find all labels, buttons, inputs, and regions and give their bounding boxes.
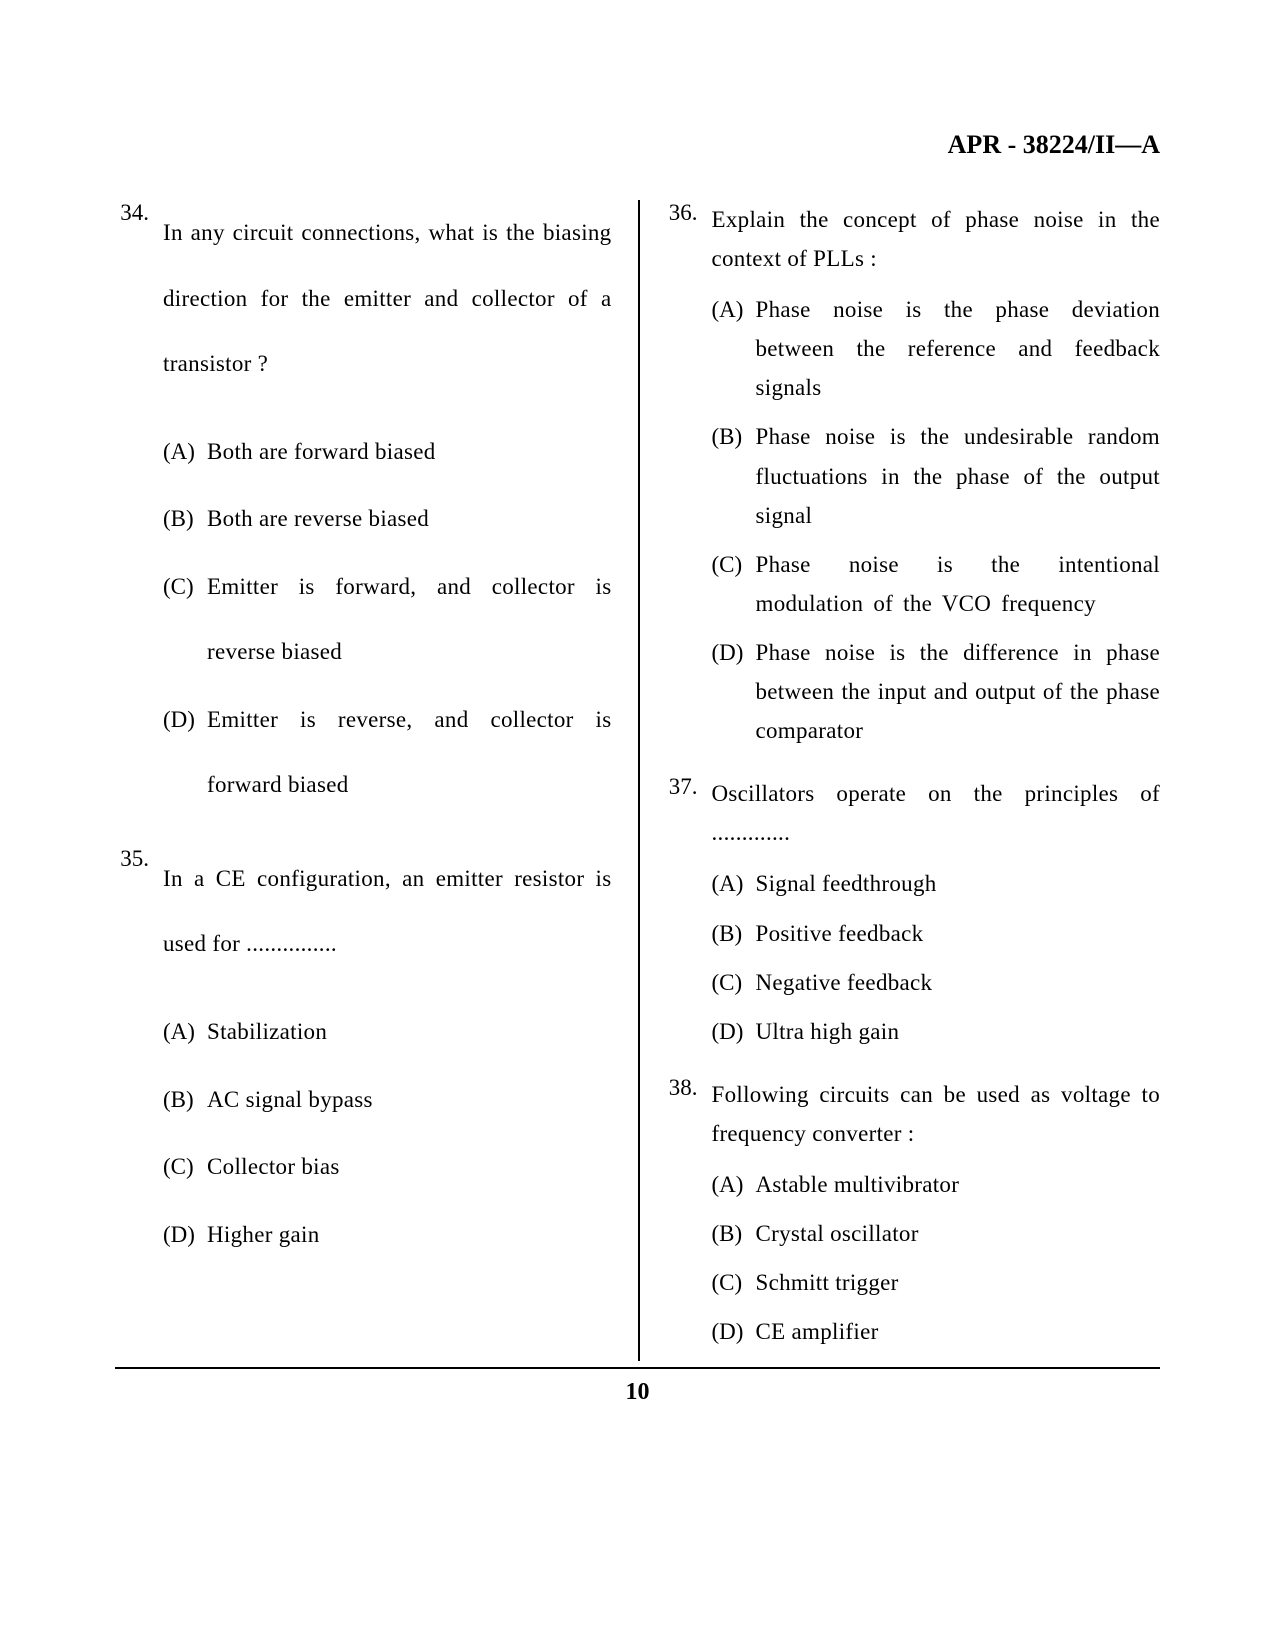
column-divider: [638, 200, 640, 1361]
option-label: (B): [712, 914, 756, 953]
option-label: (D): [163, 1202, 207, 1268]
options-list: (A) Signal feedthrough (B) Positive feed…: [712, 864, 1161, 1050]
question-stem: Oscillators operate on the principles of…: [712, 774, 1161, 852]
option-text: Both are forward biased: [207, 419, 612, 485]
two-column-layout: 34. In any circuit connections, what is …: [115, 200, 1160, 1361]
question-body: Explain the concept of phase noise in th…: [712, 200, 1161, 760]
option-text: Higher gain: [207, 1202, 612, 1268]
option-text: Positive feedback: [756, 914, 1161, 953]
question-35: 35. In a CE configuration, an emitter re…: [115, 846, 612, 1269]
option-label: (D): [712, 1012, 756, 1051]
option-label: (B): [712, 1214, 756, 1253]
option-label: (A): [712, 864, 756, 903]
option-label: (D): [712, 633, 756, 750]
question-stem: Explain the concept of phase noise in th…: [712, 200, 1161, 278]
option-label: (A): [712, 290, 756, 407]
page-header: APR - 38224/II—A: [115, 130, 1160, 160]
option-a: (A) Signal feedthrough: [712, 864, 1161, 903]
option-text: CE amplifier: [756, 1312, 1161, 1351]
question-number: 37.: [664, 774, 712, 1061]
option-c: (C) Negative feedback: [712, 963, 1161, 1002]
question-number: 36.: [664, 200, 712, 760]
option-b: (B) Positive feedback: [712, 914, 1161, 953]
option-text: Emitter is reverse, and collector is for…: [207, 687, 612, 818]
option-text: Negative feedback: [756, 963, 1161, 1002]
option-text: Ultra high gain: [756, 1012, 1161, 1051]
question-38: 38. Following circuits can be used as vo…: [664, 1075, 1161, 1362]
option-b: (B) Both are reverse biased: [163, 486, 612, 552]
option-label: (C): [712, 963, 756, 1002]
question-number: 35.: [115, 846, 163, 1269]
option-label: (C): [163, 554, 207, 685]
question-body: In a CE configuration, an emitter resist…: [163, 846, 612, 1269]
option-text: Phase noise is the phase deviation betwe…: [756, 290, 1161, 407]
option-text: Emitter is forward, and collector is rev…: [207, 554, 612, 685]
question-body: In any circuit connections, what is the …: [163, 200, 612, 820]
option-label: (C): [712, 545, 756, 623]
option-text: Phase noise is the intentional modulatio…: [756, 545, 1161, 623]
option-b: (B) Phase noise is the undesirable rando…: [712, 417, 1161, 534]
option-c: (C) Collector bias: [163, 1134, 612, 1200]
option-label: (C): [712, 1263, 756, 1302]
option-label: (C): [163, 1134, 207, 1200]
bottom-rule: [115, 1367, 1160, 1369]
option-d: (D) Ultra high gain: [712, 1012, 1161, 1051]
question-stem: In any circuit connections, what is the …: [163, 200, 612, 397]
option-a: (A) Both are forward biased: [163, 419, 612, 485]
question-stem: Following circuits can be used as voltag…: [712, 1075, 1161, 1153]
option-a: (A) Phase noise is the phase deviation b…: [712, 290, 1161, 407]
option-d: (D) Higher gain: [163, 1202, 612, 1268]
option-text: Phase noise is the undesirable random fl…: [756, 417, 1161, 534]
question-stem: In a CE configuration, an emitter resist…: [163, 846, 612, 977]
option-label: (D): [712, 1312, 756, 1351]
option-text: Stabilization: [207, 999, 612, 1065]
option-label: (A): [712, 1165, 756, 1204]
question-body: Following circuits can be used as voltag…: [712, 1075, 1161, 1362]
question-body: Oscillators operate on the principles of…: [712, 774, 1161, 1061]
option-text: Phase noise is the difference in phase b…: [756, 633, 1161, 750]
page-number: 10: [115, 1379, 1160, 1406]
option-text: Crystal oscillator: [756, 1214, 1161, 1253]
option-text: AC signal bypass: [207, 1067, 612, 1133]
question-number: 38.: [664, 1075, 712, 1362]
options-list: (A) Both are forward biased (B) Both are…: [163, 419, 612, 818]
question-34: 34. In any circuit connections, what is …: [115, 200, 612, 820]
option-c: (C) Emitter is forward, and collector is…: [163, 554, 612, 685]
exam-page: APR - 38224/II—A 34. In any circuit conn…: [0, 0, 1275, 1406]
option-text: Astable multivibrator: [756, 1165, 1161, 1204]
option-b: (B) AC signal bypass: [163, 1067, 612, 1133]
options-list: (A) Phase noise is the phase deviation b…: [712, 290, 1161, 750]
option-text: Collector bias: [207, 1134, 612, 1200]
question-number: 34.: [115, 200, 163, 820]
options-list: (A) Stabilization (B) AC signal bypass (…: [163, 999, 612, 1267]
option-a: (A) Stabilization: [163, 999, 612, 1065]
option-label: (A): [163, 999, 207, 1065]
right-column: 36. Explain the concept of phase noise i…: [638, 200, 1161, 1361]
option-a: (A) Astable multivibrator: [712, 1165, 1161, 1204]
option-d: (D) CE amplifier: [712, 1312, 1161, 1351]
option-d: (D) Phase noise is the difference in pha…: [712, 633, 1161, 750]
option-c: (C) Schmitt trigger: [712, 1263, 1161, 1302]
option-d: (D) Emitter is reverse, and collector is…: [163, 687, 612, 818]
option-label: (A): [163, 419, 207, 485]
option-c: (C) Phase noise is the intentional modul…: [712, 545, 1161, 623]
question-37: 37. Oscillators operate on the principle…: [664, 774, 1161, 1061]
options-list: (A) Astable multivibrator (B) Crystal os…: [712, 1165, 1161, 1351]
left-column: 34. In any circuit connections, what is …: [115, 200, 638, 1361]
option-b: (B) Crystal oscillator: [712, 1214, 1161, 1253]
option-label: (B): [163, 486, 207, 552]
option-text: Schmitt trigger: [756, 1263, 1161, 1302]
question-36: 36. Explain the concept of phase noise i…: [664, 200, 1161, 760]
option-text: Signal feedthrough: [756, 864, 1161, 903]
option-text: Both are reverse biased: [207, 486, 612, 552]
option-label: (B): [712, 417, 756, 534]
option-label: (B): [163, 1067, 207, 1133]
option-label: (D): [163, 687, 207, 818]
